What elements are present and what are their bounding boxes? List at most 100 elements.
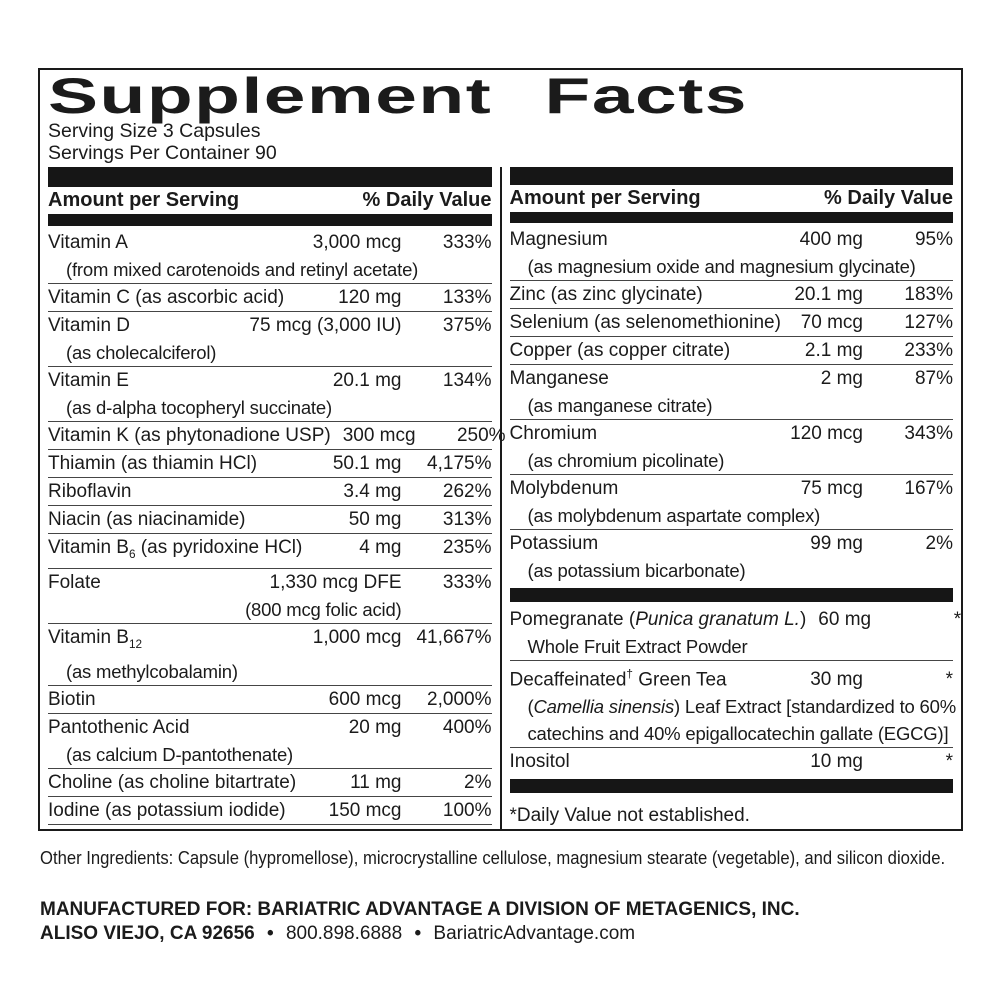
nutrient-dv: 313%: [442, 509, 492, 530]
nutrient-row: Vitamin B12 1,000 mcg 41,667% (as methylcob…: [48, 622, 492, 685]
nutrient-amount: 600 mcg: [328, 688, 402, 710]
text-fragment: (as magnesium oxide and magnesium glycin…: [527, 255, 916, 277]
nutrient-subline: (as magnesium oxide and magnesium glycin…: [510, 253, 954, 280]
nutrient-row-main: Potassium 99 mg 2%: [510, 530, 954, 557]
nutrient-row-main: Vitamin A 3,000 mcg 333%: [48, 229, 492, 256]
nutrient-name: Biotin: [48, 686, 102, 713]
text-fragment: Vitamin B: [48, 626, 129, 648]
nutrient-amount: 20 mg: [348, 716, 402, 738]
text-fragment: Vitamin E: [48, 370, 129, 391]
nutrient-dv: 262%: [442, 481, 492, 502]
nutrient-row-main: Biotin 600 mcg 2,000%: [48, 686, 492, 713]
nutrient-name: Manganese: [510, 365, 615, 392]
text-fragment: Zinc (as zinc glycinate): [509, 283, 703, 305]
nutrient-subline: (as chromium picolinate): [510, 447, 954, 474]
section-bar: [509, 779, 953, 793]
nutrient-amount: 3.4 mg: [343, 481, 402, 502]
nutrient-dv: 2,000%: [427, 688, 492, 710]
text-fragment: Vitamin A: [48, 232, 128, 253]
nutrient-dv: *: [945, 669, 953, 690]
text-fragment: Vitamin D: [48, 315, 131, 336]
nutrient-name: Pantothenic Acid: [48, 714, 196, 741]
nutrient-row-main: Decaffeinated† Green Tea 30 mg *: [510, 661, 954, 693]
nutrient-name: Vitamin A: [48, 229, 134, 256]
nutrient-name: Chromium: [510, 420, 604, 447]
header-bar: [509, 167, 953, 185]
nutrient-subline: (as methylcobalamin): [48, 658, 492, 685]
text-fragment: 6: [128, 547, 136, 561]
nutrient-row: Zinc (as zinc glycinate) 20.1 mg 183%: [509, 279, 954, 308]
nutrient-dv: 235%: [442, 537, 492, 558]
text-fragment: Choline (as choline bitartrate): [48, 771, 297, 793]
nutrient-amount: 30 mg: [810, 669, 863, 690]
nutrient-subline: (as molybdenum aspartate complex): [510, 502, 954, 529]
phone-text: 800.898.6888: [285, 923, 403, 944]
nutrient-row-main: Niacin (as niacinamide) 50 mg 313%: [48, 506, 492, 533]
nutrient-amount: 1,330 mcg DFE: [269, 571, 402, 593]
nutrient-amount: 300 mcg: [342, 425, 416, 446]
section-bar: [509, 587, 953, 602]
nutrient-row: Biotin 600 mcg 2,000%: [48, 684, 492, 713]
column-divider: [499, 167, 502, 829]
nutrient-row-main: Vitamin B12 1,000 mcg 41,667%: [48, 624, 492, 658]
nutrient-row-main: Zinc (as zinc glycinate) 20.1 mg 183%: [510, 281, 954, 308]
nutrient-dv: 333%: [442, 232, 492, 253]
nutrient-name: Copper (as copper citrate): [510, 337, 737, 364]
nutrient-name: Vitamin D: [48, 312, 136, 339]
nutrient-row-main: Selenium (as selenomethionine) 70 mcg 127%: [510, 309, 954, 336]
nutrient-name: Zinc (as zinc glycinate): [510, 281, 709, 308]
nutrient-dv: 167%: [904, 477, 953, 499]
column-header-amount: Amount per Serving: [48, 189, 240, 211]
column-header: Amount per Serving % Daily Value: [510, 185, 954, 212]
text-fragment: (800 mcg folic acid): [245, 598, 402, 620]
nutrient-dv: 2%: [925, 532, 953, 554]
nutrient-dv: 400%: [442, 716, 492, 738]
nutrient-row-main: Inositol 10 mg *: [510, 748, 954, 775]
nutrient-name: Vitamin B12: [48, 624, 148, 658]
column-header-dv: % Daily Value: [824, 186, 953, 209]
header-bar: [509, 211, 953, 223]
nutrient-name: Choline (as choline bitartrate): [48, 769, 302, 796]
nutrient-subline: (as d-alpha tocopheryl succinate): [48, 394, 492, 421]
nutrient-dv: 183%: [904, 283, 953, 305]
nutrient-dv: 133%: [442, 287, 492, 308]
nutrient-row: Decaffeinated† Green Tea 30 mg * (Camellia …: [509, 659, 956, 747]
nutrient-name: Vitamin K (as phytonadione USP): [48, 422, 337, 449]
serving-size: Serving Size 3 Capsules: [48, 120, 261, 142]
nutrient-dv: 2%: [464, 771, 492, 793]
text-fragment: Pomegranate (: [509, 608, 636, 630]
column-right: Amount per Serving % Daily Value Magnesi…: [509, 167, 962, 829]
text-fragment: Vitamin C (as ascorbic acid): [48, 287, 285, 308]
bullet-separator: •: [414, 923, 422, 944]
nutrient-amount: 2 mg: [820, 367, 863, 389]
nutrient-amount: 1,000 mcg: [312, 626, 402, 648]
nutrient-dv: 41,667%: [416, 626, 492, 648]
nutrient-amount: 20.1 mg: [332, 370, 402, 391]
nutrient-row: Potassium 99 mg 2% (as potassium bicarbonat…: [509, 528, 954, 584]
nutrient-row: Niacin (as niacinamide) 50 mg 313%: [48, 505, 492, 533]
nutrient-dv: 127%: [904, 311, 953, 333]
nutrient-row-main: Pomegranate (Punica granatum L.) 60 mg *: [509, 606, 962, 633]
nutrient-name: Potassium: [510, 530, 605, 557]
nutrient-row: Pantothenic Acid 20 mg 400% (as calcium D-p…: [48, 712, 492, 768]
text-fragment: (as manganese citrate): [527, 394, 713, 416]
text-fragment: Folate: [48, 571, 101, 593]
nutrient-name: Molybdenum: [510, 475, 625, 502]
nutrient-row: Magnesium 400 mg 95% (as magnesium oxide an…: [510, 226, 954, 280]
nutrient-dv: 375%: [442, 315, 492, 336]
nutrient-name: Vitamin B6 (as pyridoxine HCl): [48, 534, 308, 568]
text-fragment: (as d-alpha tocopheryl succinate): [66, 397, 332, 418]
nutrient-dv: 100%: [442, 799, 492, 821]
nutrient-row-main: Thiamin (as thiamin HCl) 50.1 mg 4,175%: [48, 450, 492, 477]
nutrient-row: Pomegranate (Punica granatum L.) 60 mg * Wh…: [509, 606, 962, 660]
text-fragment: Niacin (as niacinamide): [48, 509, 246, 530]
nutrient-amount: 75 mcg: [800, 477, 863, 499]
nutrient-subline: catechins and 40% epigallocatechin galla…: [510, 720, 954, 747]
text-fragment: Vitamin B: [48, 537, 129, 558]
text-fragment: Molybdenum: [509, 477, 619, 499]
nutrient-row-main: Chromium 120 mcg 343%: [510, 420, 954, 447]
text-fragment: Decaffeinated: [509, 669, 627, 690]
nutrient-row: Iodine (as potassium iodide) 150 mcg 100%: [48, 795, 492, 825]
nutrient-subline: (800 mcg folic acid): [48, 596, 492, 623]
nutrient-name: Vitamin E: [48, 367, 135, 394]
